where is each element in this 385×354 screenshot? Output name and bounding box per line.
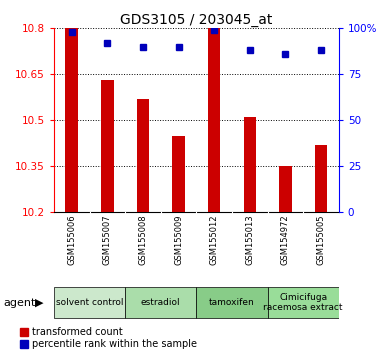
Text: tamoxifen: tamoxifen xyxy=(209,298,255,307)
Text: estradiol: estradiol xyxy=(141,298,181,307)
Title: GDS3105 / 203045_at: GDS3105 / 203045_at xyxy=(120,13,273,27)
Bar xyxy=(279,166,291,212)
Bar xyxy=(125,287,196,318)
Bar xyxy=(137,99,149,212)
Bar xyxy=(315,145,327,212)
Text: GSM155009: GSM155009 xyxy=(174,215,183,265)
Legend: transformed count, percentile rank within the sample: transformed count, percentile rank withi… xyxy=(16,324,201,353)
Text: GSM155013: GSM155013 xyxy=(245,215,254,265)
Bar xyxy=(244,117,256,212)
Text: agent: agent xyxy=(4,298,36,308)
Bar xyxy=(208,28,220,212)
Bar xyxy=(54,287,125,318)
Bar xyxy=(65,28,78,212)
Bar xyxy=(268,287,339,318)
Text: ▶: ▶ xyxy=(35,298,43,308)
Text: GSM154972: GSM154972 xyxy=(281,215,290,265)
Text: GSM155007: GSM155007 xyxy=(103,215,112,265)
Text: GSM155012: GSM155012 xyxy=(210,215,219,265)
Text: solvent control: solvent control xyxy=(56,298,123,307)
Text: Cimicifuga
racemosa extract: Cimicifuga racemosa extract xyxy=(263,293,343,312)
Bar xyxy=(172,136,185,212)
Text: GSM155006: GSM155006 xyxy=(67,215,76,265)
Bar xyxy=(196,287,268,318)
Bar xyxy=(101,80,114,212)
Text: GSM155005: GSM155005 xyxy=(316,215,325,265)
Text: GSM155008: GSM155008 xyxy=(139,215,147,265)
